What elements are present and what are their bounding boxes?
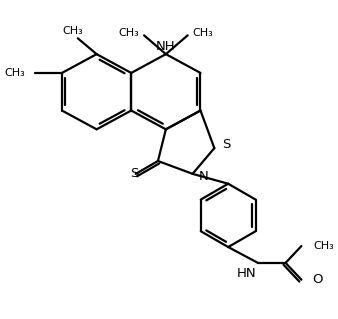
Text: CH₃: CH₃: [63, 26, 83, 36]
Text: CH₃: CH₃: [118, 28, 139, 38]
Text: N: N: [198, 170, 208, 183]
Text: CH₃: CH₃: [313, 241, 334, 251]
Text: S: S: [130, 167, 138, 180]
Text: S: S: [222, 138, 231, 151]
Text: NH: NH: [156, 40, 176, 53]
Text: O: O: [312, 273, 323, 286]
Text: CH₃: CH₃: [193, 28, 213, 38]
Text: HN: HN: [236, 267, 256, 280]
Text: CH₃: CH₃: [5, 68, 25, 78]
